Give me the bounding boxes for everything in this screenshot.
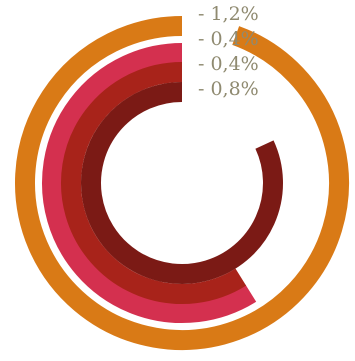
chart-labels: - 1,2% - 0,4% - 0,4% - 0,8% [198,3,259,100]
ring-arc-3 [61,62,247,304]
ring-arc-2 [42,43,257,323]
ring-label-3: - 0,4% [198,53,259,75]
chart-rings [15,16,349,350]
ring-arc-4 [81,82,283,284]
ring-arc-1 [15,16,349,350]
ring-label-1: - 1,2% [198,3,259,25]
ring-label-4: - 0,8% [198,78,259,100]
ring-label-2: - 0,4% [198,28,259,50]
